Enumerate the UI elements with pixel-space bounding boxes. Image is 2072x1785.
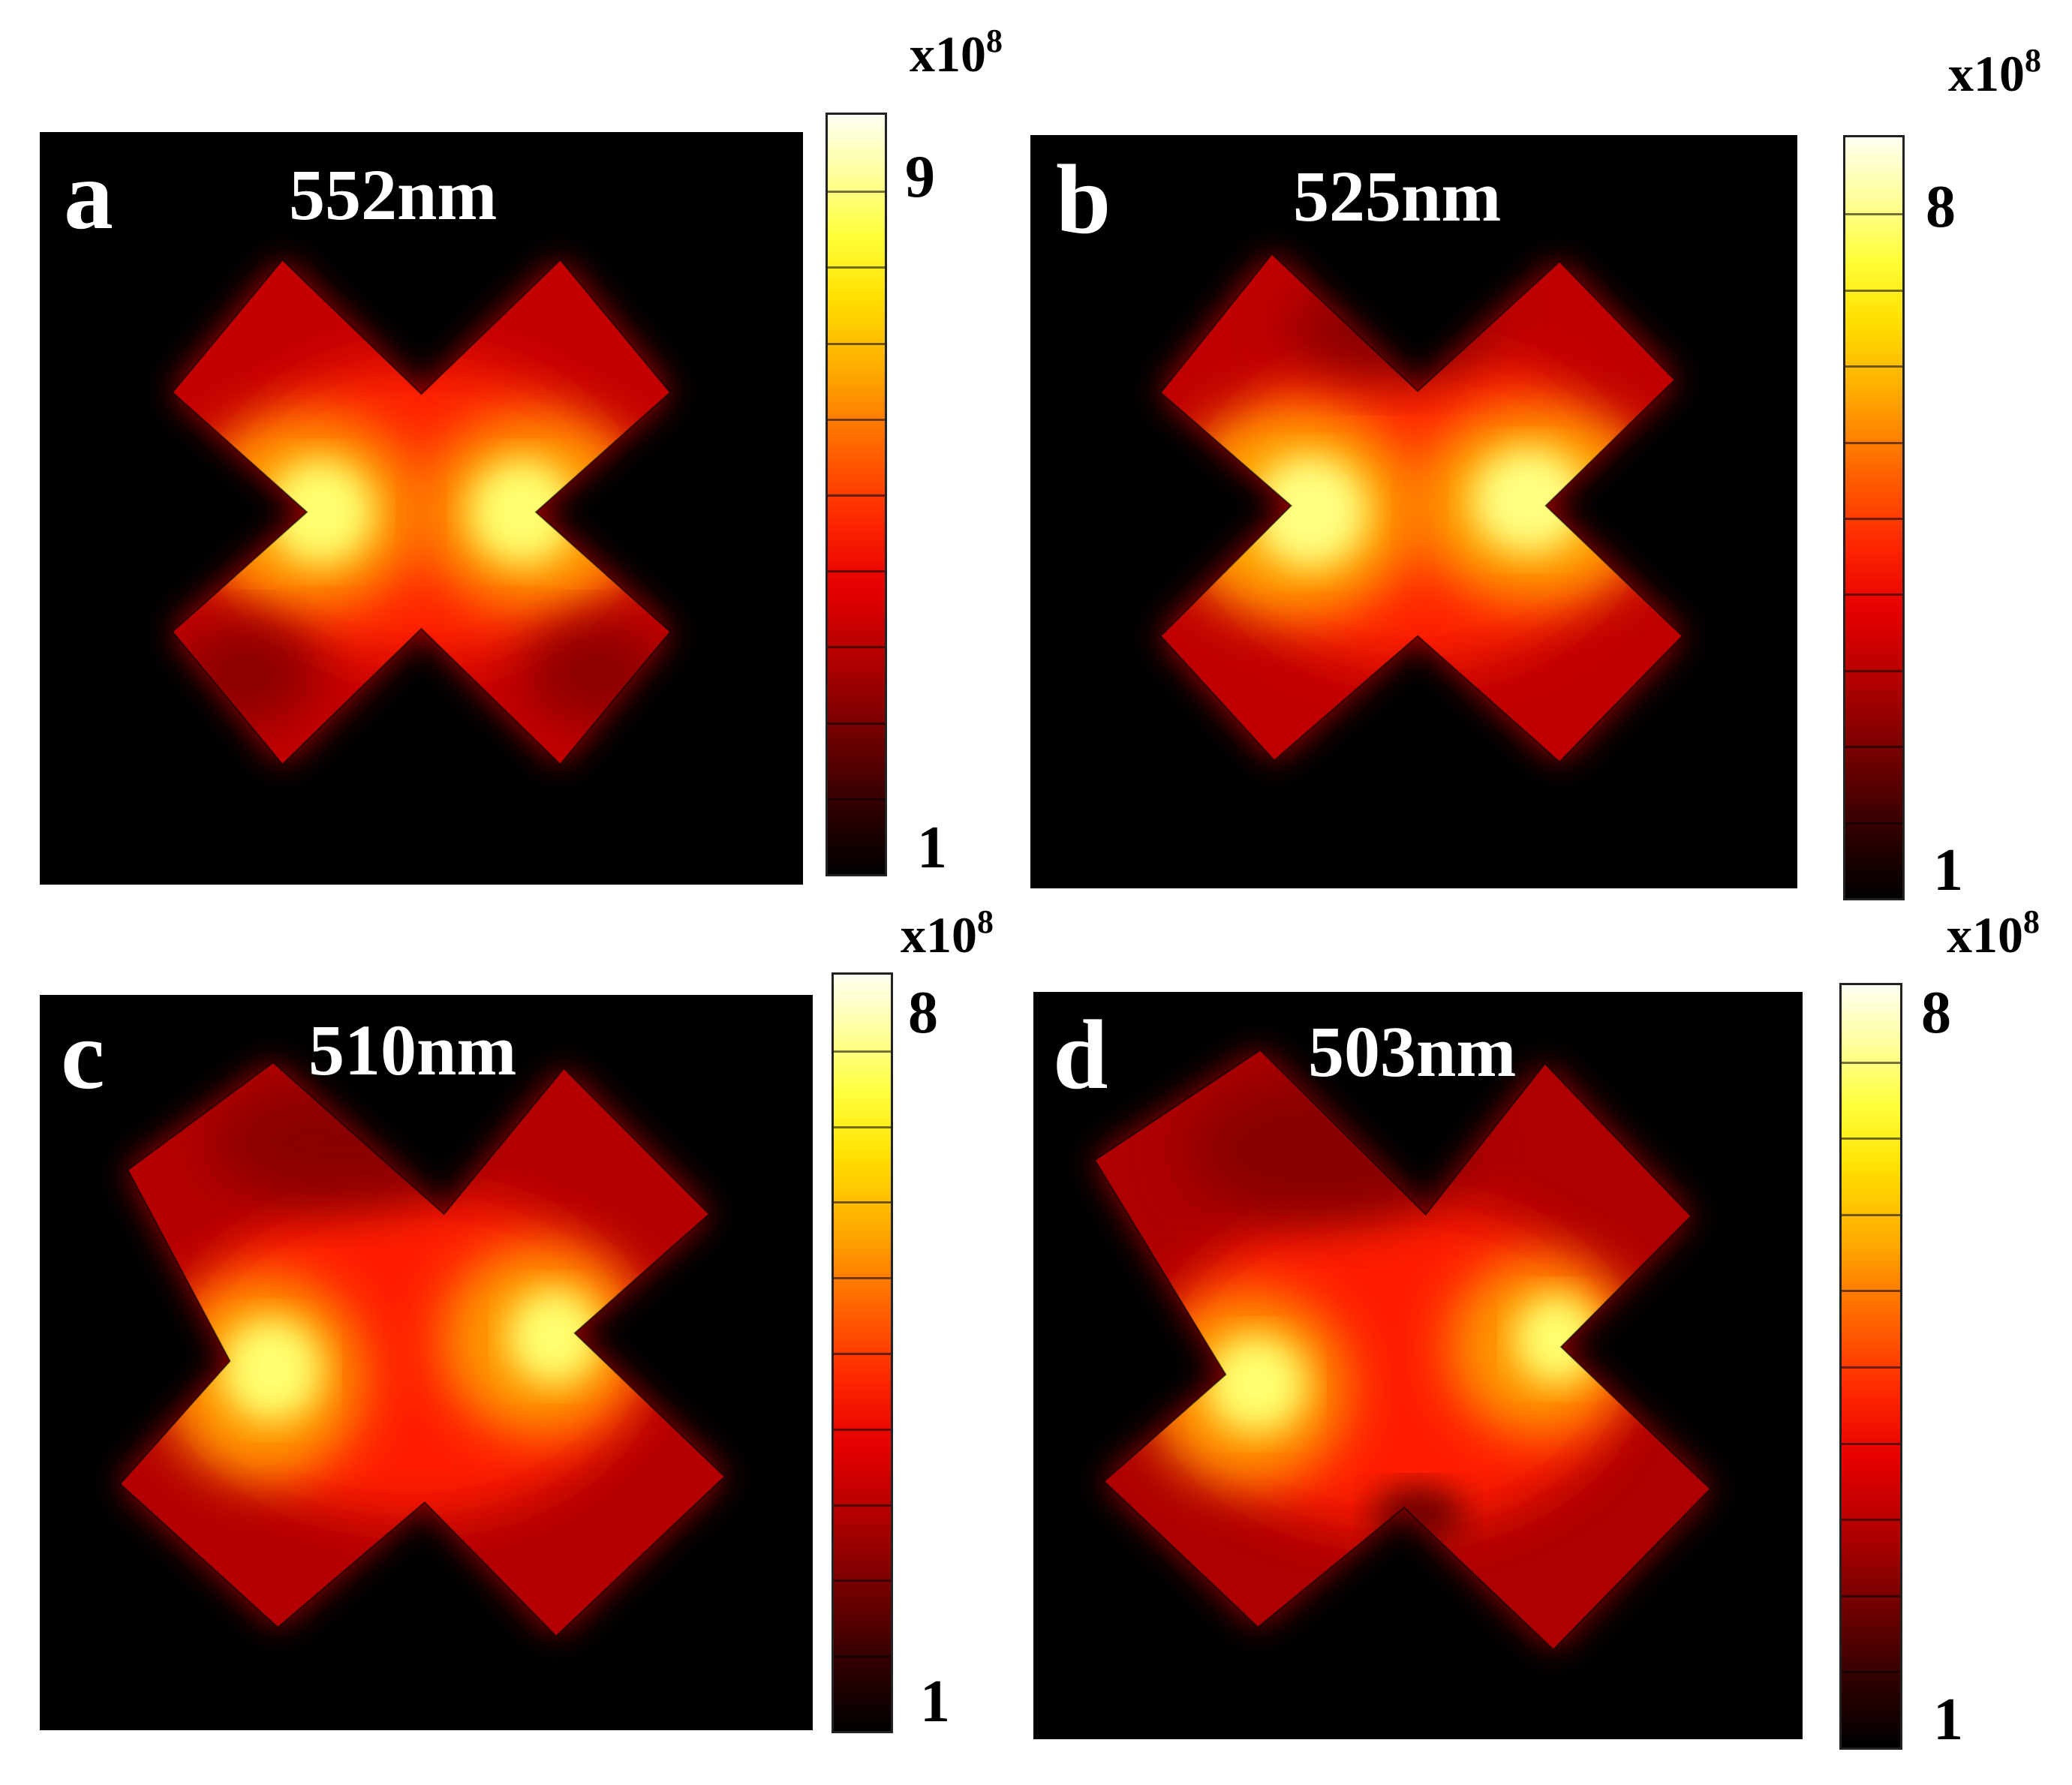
field-map-panel-d: d 503nm [1033,992,1803,1739]
colorbar-max-label-c: 8 [908,980,938,1046]
panel-label-a: a [64,140,113,250]
field-map-panel-b: b 525nm [1030,135,1797,888]
colorbar-max-label-a: 9 [905,144,935,210]
field-map-d [1093,1049,1712,1651]
colorbar-min-label-b: 1 [1933,837,1963,903]
panel-label-c: c [61,999,105,1110]
field-map-b [1159,253,1684,763]
colorbar-min-label-a: 1 [917,815,947,881]
panel-title-a: 552nm [289,155,498,235]
panel-title-c: 510nm [308,1010,517,1090]
field-map-panel-a: a 552nm [40,132,803,885]
colorbar-d [1839,983,1902,1750]
field-map-c [119,1061,726,1637]
colorbar-exponent-a: x108 [910,23,1003,83]
colorbar-a [825,113,887,876]
colorbar-max-label-d: 8 [1921,980,1951,1046]
field-map-a [171,259,672,766]
field-map-panel-c: c 510nm [40,995,813,1730]
colorbar-exponent-d: x108 [1947,903,2040,963]
panel-title-b: 525nm [1293,156,1502,236]
panel-label-d: d [1053,999,1108,1110]
colorbar-min-label-c: 1 [920,1669,950,1735]
colorbar-c [832,972,893,1733]
colorbar-b [1843,135,1905,900]
panel-label-b: b [1056,144,1111,254]
panel-title-d: 503nm [1308,1011,1517,1092]
colorbar-exponent-b: x108 [1948,42,2041,102]
colorbar-max-label-b: 8 [1926,174,1956,240]
colorbar-exponent-c: x108 [901,903,994,963]
colorbar-min-label-d: 1 [1933,1687,1963,1753]
